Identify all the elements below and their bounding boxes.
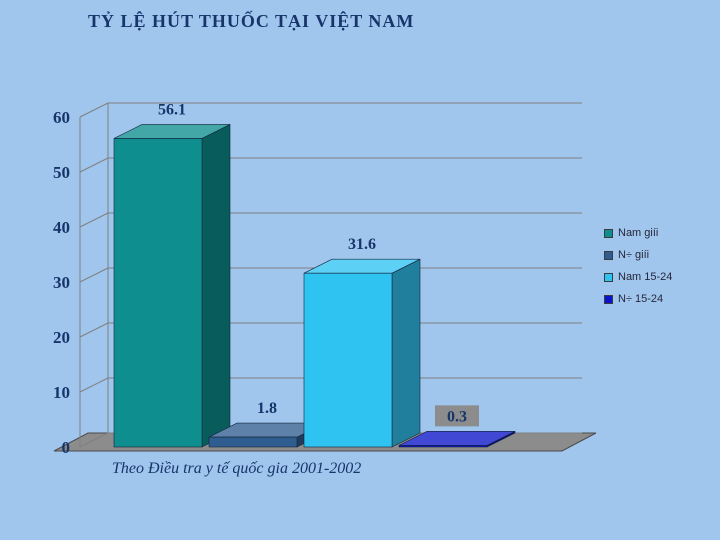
value-label-box	[435, 405, 479, 427]
chart-title: TỶ LỆ HÚT THUỐC TẠI VIỆT NAM	[88, 11, 415, 31]
y-tick-label: 20	[53, 328, 70, 347]
legend-swatch	[604, 294, 613, 304]
y-tick-label: 50	[53, 163, 70, 182]
value-label: 1.8	[257, 400, 277, 417]
value-labels: 56.1 1.8 31.6 0.3	[158, 101, 479, 427]
value-label: 31.6	[348, 236, 376, 253]
legend-item: Nam 15-24	[604, 271, 672, 283]
legend-swatch	[604, 228, 613, 238]
y-tick-label: 40	[53, 218, 70, 237]
legend: Nam giíi N÷ giíi Nam 15-24 N÷ 15-24	[604, 227, 672, 315]
legend-swatch	[604, 250, 613, 260]
y-axis-labels: 0 10 20 30 40 50 60	[53, 108, 70, 457]
legend-label: Nam 15-24	[618, 271, 673, 283]
legend-label: Nam giíi	[618, 227, 659, 239]
y-tick-label: 10	[53, 383, 70, 402]
legend-item: N÷ 15-24	[604, 293, 672, 305]
y-tick-label: 30	[53, 273, 70, 292]
legend-label: N÷ giíi	[618, 249, 650, 261]
y-tick-label: 60	[53, 108, 70, 127]
bar-3	[398, 430, 516, 448]
legend-label: N÷ 15-24	[618, 293, 664, 305]
bar-0	[113, 123, 231, 448]
value-label: 56.1	[158, 101, 186, 118]
bar-2	[303, 258, 421, 448]
y-tick-label: 0	[62, 438, 71, 457]
legend-item: N÷ giíi	[604, 249, 672, 261]
legend-item: Nam giíi	[604, 227, 672, 239]
legend-swatch	[604, 272, 613, 282]
source-caption: Theo Điều tra y tế quốc gia 2001-2002	[112, 460, 362, 477]
value-label: 0.3	[447, 408, 467, 425]
